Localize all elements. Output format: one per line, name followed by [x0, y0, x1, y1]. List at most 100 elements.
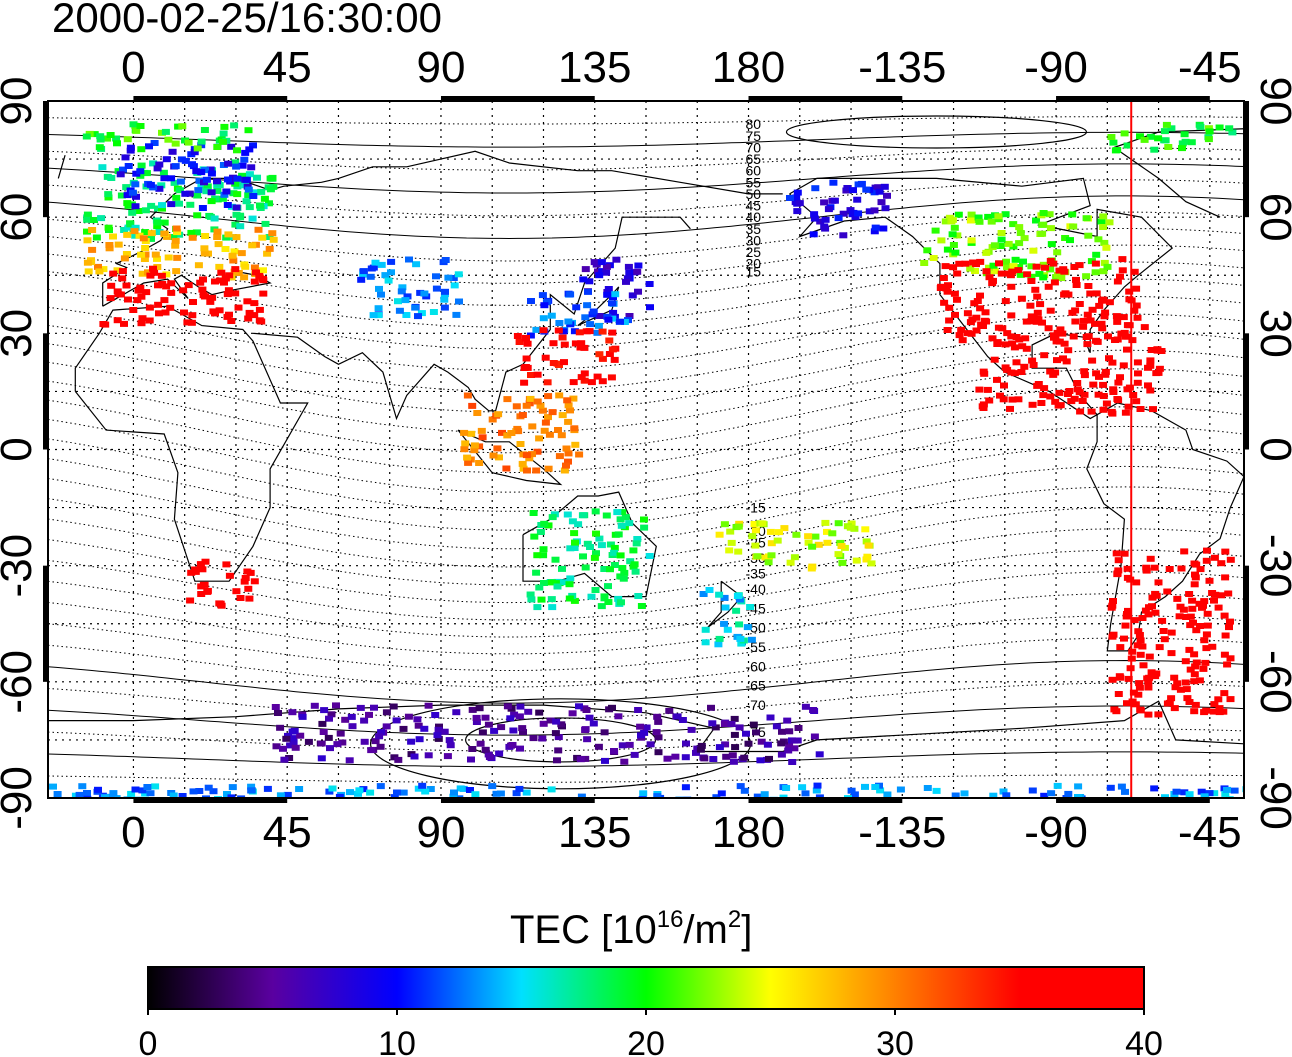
tec-cell — [896, 786, 905, 793]
tec-cell — [1113, 336, 1122, 343]
tec-cell — [468, 706, 477, 713]
tec-cell — [1196, 123, 1205, 130]
y-tick-label-left: 0 — [0, 437, 41, 461]
tec-cell — [88, 227, 97, 233]
tec-cell — [1113, 278, 1122, 285]
tec-cell — [1101, 368, 1110, 375]
tec-cell — [493, 445, 502, 452]
tec-cell — [715, 531, 724, 538]
tec-cell — [377, 261, 386, 268]
tec-cell — [1082, 215, 1091, 222]
tec-cell — [1200, 637, 1209, 644]
tec-cell — [1014, 267, 1023, 274]
tec-cell — [211, 278, 219, 285]
tec-cell — [374, 305, 383, 312]
tec-cell — [208, 294, 217, 301]
tec-cell — [1053, 249, 1062, 256]
tec-cell — [1091, 260, 1100, 267]
tec-cell — [90, 217, 98, 223]
tec-cell — [535, 709, 544, 716]
tec-cell — [1133, 379, 1142, 386]
tec-cell — [583, 540, 592, 547]
tec-cell — [238, 172, 247, 179]
tec-cell — [566, 291, 575, 298]
tec-cell — [463, 454, 472, 461]
tec-cell — [734, 523, 743, 530]
tec-cell — [1083, 311, 1092, 318]
tec-cell — [995, 260, 1003, 267]
tec-cell — [570, 328, 579, 335]
map-frame — [43, 96, 1249, 803]
tec-cell — [435, 723, 443, 730]
tec-cell — [236, 595, 245, 601]
tec-cell — [1145, 653, 1154, 660]
tec-cell — [1121, 622, 1130, 629]
tec-cell — [1130, 268, 1139, 275]
tec-cell — [176, 178, 185, 185]
tec-cell — [1033, 309, 1042, 316]
tec-cell — [829, 179, 838, 186]
tec-cell — [589, 720, 598, 727]
tec-cell — [598, 355, 607, 362]
tec-cell — [871, 224, 880, 231]
tec-cell — [1079, 317, 1088, 324]
tec-cell — [468, 402, 477, 409]
tec-cell — [1109, 389, 1118, 395]
tec-cell — [585, 278, 594, 285]
tec-cell — [1064, 790, 1073, 797]
y-tick-label-left: 90 — [0, 77, 41, 126]
tec-cell — [1094, 391, 1103, 398]
tec-cell — [1099, 381, 1108, 388]
tec-cell — [1130, 617, 1139, 624]
tec-cell — [245, 146, 254, 153]
tec-cell — [1202, 645, 1211, 652]
tec-cell — [161, 128, 170, 135]
tec-cell — [988, 335, 997, 342]
tec-cell — [224, 231, 233, 238]
tec-cell — [1221, 790, 1230, 797]
tec-cell — [1154, 135, 1163, 142]
tec-cell — [151, 783, 160, 790]
tec-cell — [147, 230, 156, 237]
y-tick-label-right: -60 — [1251, 650, 1292, 714]
tec-cell — [1133, 642, 1142, 649]
tec-cell — [522, 335, 530, 342]
tec-cell — [1133, 314, 1142, 321]
tec-cell — [1205, 577, 1214, 584]
tec-cell — [96, 133, 105, 140]
tec-cell — [259, 275, 267, 282]
tec-cell — [1112, 708, 1121, 715]
y-tick-label-right: 30 — [1251, 309, 1292, 358]
tec-cell — [580, 370, 589, 377]
tec-cell — [137, 320, 146, 327]
tec-cell — [1203, 610, 1212, 617]
tec-cell — [338, 739, 347, 746]
tec-cell — [1040, 792, 1049, 798]
tec-cell — [811, 533, 820, 540]
tec-cell — [540, 302, 549, 309]
axis-labels: 0045459090135135180180-135-135-90-90-45-… — [0, 43, 1292, 857]
tec-cell — [216, 277, 224, 284]
tec-cell — [1191, 701, 1200, 708]
tec-cell — [612, 256, 621, 263]
contour-label: 70 — [746, 139, 762, 155]
tec-cell — [1069, 223, 1078, 230]
tec-cell — [1171, 684, 1180, 691]
tec-cell — [653, 793, 662, 798]
tec-cell — [245, 171, 254, 178]
tec-cell — [1014, 396, 1023, 403]
tec-cell — [828, 530, 837, 537]
tec-cell — [259, 290, 268, 297]
tec-cell — [1011, 256, 1020, 263]
tec-cell — [240, 156, 249, 163]
tec-cell — [1157, 348, 1166, 354]
tec-cell — [296, 732, 305, 739]
tec-cell — [1179, 606, 1188, 613]
tec-cell — [951, 792, 960, 798]
tec-cell — [1176, 686, 1185, 693]
tec-cell — [834, 520, 843, 527]
tec-cell — [1225, 125, 1234, 132]
tec-cell — [1114, 379, 1123, 386]
tec-cell — [811, 185, 820, 192]
tec-cell — [1003, 330, 1012, 337]
